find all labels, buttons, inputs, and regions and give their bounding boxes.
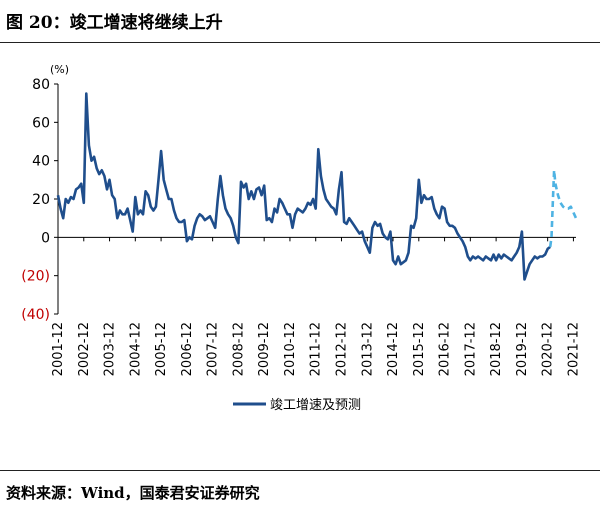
x-tick-label: 2017-12: [463, 322, 478, 376]
x-tick-label: 2014-12: [386, 322, 401, 376]
x-tick-label: 2007-12: [206, 322, 221, 376]
x-tick-label: 2019-12: [515, 322, 530, 376]
y-axis: 80 60 40 20 0 (20) (40): [21, 77, 59, 323]
x-tick-label: 2015-12: [412, 322, 427, 376]
y-unit-label: (%): [50, 63, 69, 76]
x-tick-label: 2016-12: [438, 322, 453, 376]
x-tick-label: 2008-12: [231, 322, 246, 376]
x-axis: 2001-12 2002-12 2003-12 2004-12 2005-12 2006-…: [51, 236, 581, 376]
x-tick-label: 2013-12: [360, 322, 375, 376]
x-tick-label: 2004-12: [128, 322, 143, 376]
top-rule: [0, 42, 600, 43]
chart-title: 图 20：竣工增速将继续上升: [6, 13, 223, 33]
y-tick-label: (20): [21, 269, 50, 285]
x-tick-label: 2012-12: [334, 322, 349, 376]
x-tick-label: 2002-12: [77, 322, 92, 376]
y-tick-label: 40: [32, 154, 50, 170]
x-tick-label: 2018-12: [489, 322, 504, 376]
y-tick-label: 80: [32, 77, 50, 93]
x-tick-label: 2001-12: [51, 322, 66, 376]
y-tick-label: (40): [21, 307, 50, 323]
y-tick-label: 20: [32, 192, 50, 208]
series-line-actual: [56, 92, 551, 281]
y-tick-label: 0: [41, 230, 50, 246]
bottom-rule: [0, 470, 600, 471]
series-line-forecast: [548, 169, 578, 248]
x-tick-label: 2005-12: [154, 322, 169, 376]
y-tick-label: 60: [32, 115, 50, 131]
legend-label: 竣工增速及预测: [270, 398, 361, 413]
x-tick-label: 2003-12: [103, 322, 118, 376]
x-tick-label: 2009-12: [257, 322, 272, 376]
source-note: 资料来源：Wind，国泰君安证券研究: [6, 484, 260, 502]
series-group: [56, 92, 578, 281]
x-tick-label: 2021-12: [566, 322, 581, 376]
x-tick-label: 2020-12: [541, 322, 556, 376]
x-tick-label: 2011-12: [309, 322, 324, 376]
x-tick-label: 2006-12: [180, 322, 195, 376]
legend: 竣工增速及预测: [233, 398, 361, 413]
x-tick-label: 2010-12: [283, 322, 298, 376]
